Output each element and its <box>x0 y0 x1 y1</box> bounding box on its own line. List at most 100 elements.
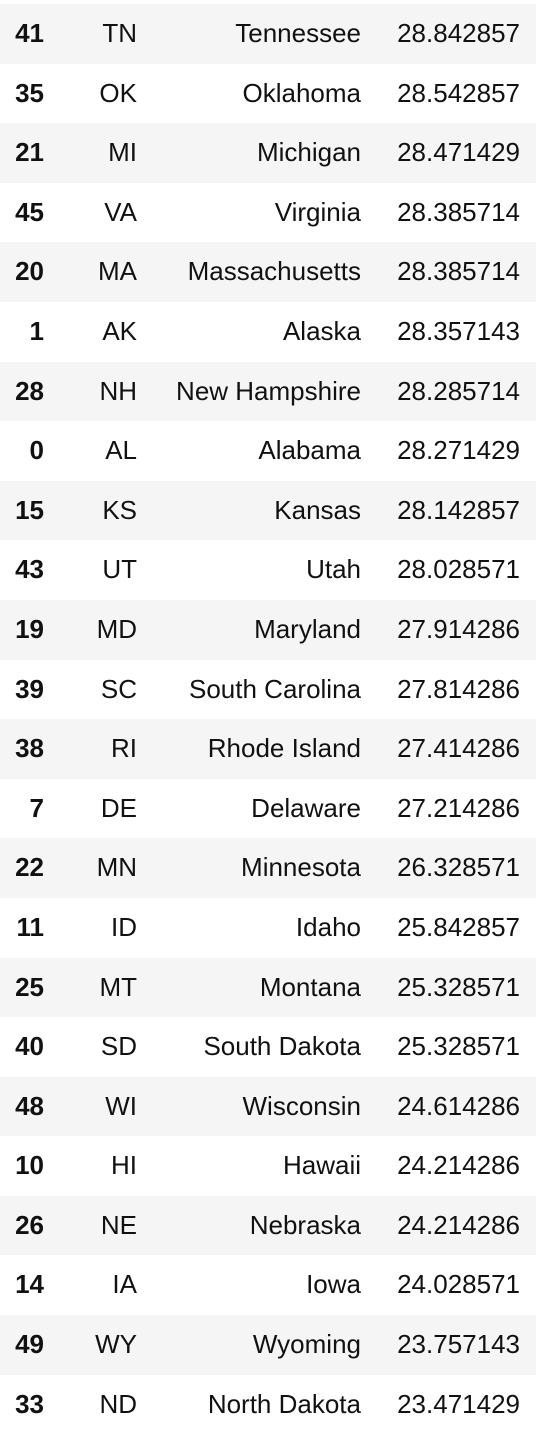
state-value: 23.757143 <box>397 1329 520 1360</box>
state-abbreviation: AK <box>102 315 137 346</box>
row-index: 43 <box>15 554 44 585</box>
state-value: 28.028571 <box>397 554 520 585</box>
state-abbreviation: MD <box>96 613 137 644</box>
state-value: 28.357143 <box>397 315 520 346</box>
state-abbreviation: VA <box>104 196 137 227</box>
table-row: 0 AL Alabama 28.271429 <box>0 421 536 481</box>
row-index: 41 <box>15 18 44 48</box>
row-index: 39 <box>15 673 44 704</box>
state-name: Massachusetts <box>187 256 361 287</box>
state-value: 25.328571 <box>397 1031 520 1062</box>
state-name: Nebraska <box>249 1209 361 1240</box>
state-name: Kansas <box>274 494 361 525</box>
row-index: 19 <box>15 613 44 644</box>
row-index: 33 <box>15 1388 44 1419</box>
table-row: 21 MI Michigan 28.471429 <box>0 123 536 183</box>
state-value: 26.328571 <box>397 852 520 883</box>
state-name: North Dakota <box>207 1388 361 1419</box>
state-abbreviation: SC <box>100 673 137 704</box>
state-value: 24.214286 <box>397 1150 520 1181</box>
state-value: 27.914286 <box>397 613 520 644</box>
table-row: 43 UT Utah 28.028571 <box>0 540 536 600</box>
table-row: 49 WY Wyoming 23.757143 <box>0 1315 536 1375</box>
state-abbreviation: NH <box>99 375 137 406</box>
state-value: 27.414286 <box>397 733 520 764</box>
state-name: New Hampshire <box>176 375 361 406</box>
row-index: 10 <box>15 1150 44 1181</box>
state-value: 24.214286 <box>397 1209 520 1240</box>
state-value: 28.285714 <box>397 375 520 406</box>
row-index: 0 <box>29 435 44 466</box>
state-name: Montana <box>259 971 361 1002</box>
state-name: Delaware <box>251 792 361 823</box>
state-abbreviation: IA <box>112 1269 137 1300</box>
state-name: Oklahoma <box>242 77 362 108</box>
state-abbreviation: MT <box>99 971 137 1002</box>
row-index: 28 <box>15 375 44 406</box>
table-row: 41 TN Tennessee 28.842857 <box>0 4 536 64</box>
table-row: 20 MA Massachusetts 28.385714 <box>0 242 536 302</box>
table-row: 39 SC South Carolina 27.814286 <box>0 659 536 720</box>
table-row: 15 KS Kansas 28.142857 <box>0 480 536 541</box>
table-row: 10 HI Hawaii 24.214286 <box>0 1136 536 1196</box>
table-row: 40 SD South Dakota 25.328571 <box>0 1017 536 1077</box>
state-abbreviation: MN <box>96 852 137 883</box>
table-row: 19 MD Maryland 27.914286 <box>0 599 536 660</box>
row-index: 15 <box>15 494 44 525</box>
row-index: 45 <box>15 196 44 227</box>
state-abbreviation: OK <box>99 77 137 108</box>
state-value: 25.328571 <box>397 971 520 1002</box>
table-row: 38 RI Rhode Island 27.414286 <box>0 719 536 779</box>
state-abbreviation: WI <box>105 1090 137 1121</box>
table-row: 25 MT Montana 25.328571 <box>0 957 536 1018</box>
state-name: Iowa <box>306 1269 361 1300</box>
state-abbreviation: DE <box>100 792 137 823</box>
state-abbreviation: ND <box>99 1388 137 1419</box>
state-name: Michigan <box>256 137 361 168</box>
table-row: 11 ID Idaho 25.842857 <box>0 897 536 958</box>
table-row: 35 OK Oklahoma 28.542857 <box>0 63 536 124</box>
row-index: 1 <box>29 315 44 346</box>
row-index: 26 <box>15 1209 44 1240</box>
state-value: 28.385714 <box>397 196 520 227</box>
state-value: 28.271429 <box>397 435 520 466</box>
state-name: Wisconsin <box>242 1090 361 1121</box>
table-row: 45 VA Virginia 28.385714 <box>0 182 536 243</box>
state-name: Minnesota <box>241 852 361 883</box>
table-row: 14 IA Iowa 24.028571 <box>0 1255 536 1316</box>
state-abbreviation: TN <box>102 18 137 48</box>
state-name: Alaska <box>282 315 361 346</box>
data-table: 41 TN Tennessee 28.842857 35 OK Oklahoma 28.542… <box>0 4 536 1435</box>
table-row: 7 DE Delaware 27.214286 <box>0 778 536 839</box>
state-value: 24.028571 <box>397 1269 520 1300</box>
state-name: Tennessee <box>235 18 361 48</box>
row-index: 49 <box>15 1329 44 1360</box>
state-abbreviation: SD <box>100 1031 137 1062</box>
row-index: 38 <box>15 733 44 764</box>
state-abbreviation: ID <box>111 911 137 942</box>
state-abbreviation: HI <box>111 1150 137 1181</box>
state-name: South Dakota <box>203 1031 361 1062</box>
state-name: Maryland <box>254 613 361 644</box>
row-index: 48 <box>15 1090 44 1121</box>
state-value: 24.614286 <box>397 1090 520 1121</box>
state-name: Hawaii <box>282 1150 361 1181</box>
state-value: 27.814286 <box>397 673 520 704</box>
state-name: Wyoming <box>252 1329 361 1360</box>
state-value: 28.471429 <box>397 137 520 168</box>
state-value: 28.385714 <box>397 256 520 287</box>
state-name: Rhode Island <box>207 733 361 764</box>
state-value: 28.542857 <box>397 77 520 108</box>
state-name: South Carolina <box>189 673 361 704</box>
state-abbreviation: RI <box>111 733 137 764</box>
state-value: 28.842857 <box>397 18 520 48</box>
table-row: 28 NH New Hampshire 28.285714 <box>0 361 536 422</box>
row-index: 22 <box>15 852 44 883</box>
row-index: 21 <box>15 137 44 168</box>
row-index: 40 <box>15 1031 44 1062</box>
state-abbreviation: KS <box>102 494 137 525</box>
table-row: 33 ND North Dakota 23.471429 <box>0 1374 536 1435</box>
state-value: 28.142857 <box>397 494 520 525</box>
row-index: 14 <box>15 1269 44 1300</box>
row-index: 20 <box>15 256 44 287</box>
